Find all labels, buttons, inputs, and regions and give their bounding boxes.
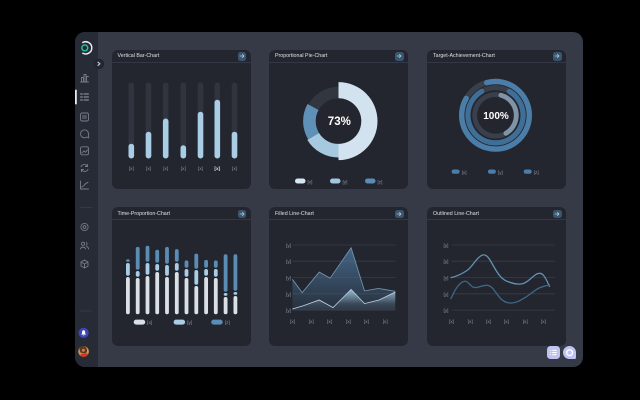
svg-text:[x]: [x] xyxy=(308,179,313,184)
svg-text:[x]: [x] xyxy=(147,320,152,325)
svg-text:[x]: [x] xyxy=(198,166,203,171)
svg-text:[x]: [x] xyxy=(163,166,168,171)
svg-text:[x]: [x] xyxy=(128,166,133,171)
svg-text:[y]: [y] xyxy=(286,276,291,281)
svg-text:[y]: [y] xyxy=(187,320,192,325)
svg-text:[x]: [x] xyxy=(468,319,473,324)
svg-text:[x]: [x] xyxy=(309,319,314,324)
svg-text:[z]: [z] xyxy=(534,170,539,175)
svg-text:[y]: [y] xyxy=(286,308,291,313)
svg-text:[y]: [y] xyxy=(444,259,449,264)
svg-text:[x]: [x] xyxy=(486,319,491,324)
svg-text:[x]: [x] xyxy=(327,319,332,324)
svg-text:[z]: [z] xyxy=(224,320,229,325)
svg-text:[y]: [y] xyxy=(286,243,291,248)
svg-text:[x]: [x] xyxy=(462,170,467,175)
svg-text:[x]: [x] xyxy=(523,319,528,324)
svg-text:[x]: [x] xyxy=(346,319,351,324)
svg-text:[x]: [x] xyxy=(290,319,295,324)
svg-text:[y]: [y] xyxy=(498,170,503,175)
svg-text:[y]: [y] xyxy=(286,292,291,297)
svg-text:[x]: [x] xyxy=(504,319,509,324)
svg-text:[x]: [x] xyxy=(364,319,369,324)
svg-text:[x]: [x] xyxy=(232,166,237,171)
svg-text:[x]: [x] xyxy=(449,319,454,324)
svg-text:[x]: [x] xyxy=(180,166,185,171)
svg-text:[y]: [y] xyxy=(444,308,449,313)
svg-text:[x]: [x] xyxy=(383,319,388,324)
svg-text:[y]: [y] xyxy=(286,259,291,264)
svg-text:[z]: [z] xyxy=(378,179,383,184)
svg-text:[x]: [x] xyxy=(214,166,220,171)
svg-text:[y]: [y] xyxy=(444,292,449,297)
svg-text:[x]: [x] xyxy=(146,166,151,171)
svg-text:[y]: [y] xyxy=(444,243,449,248)
svg-text:[y]: [y] xyxy=(343,179,348,184)
svg-text:[x]: [x] xyxy=(541,319,546,324)
svg-text:100%: 100% xyxy=(483,111,509,122)
svg-text:[y]: [y] xyxy=(444,276,449,281)
svg-text:73%: 73% xyxy=(328,116,351,128)
